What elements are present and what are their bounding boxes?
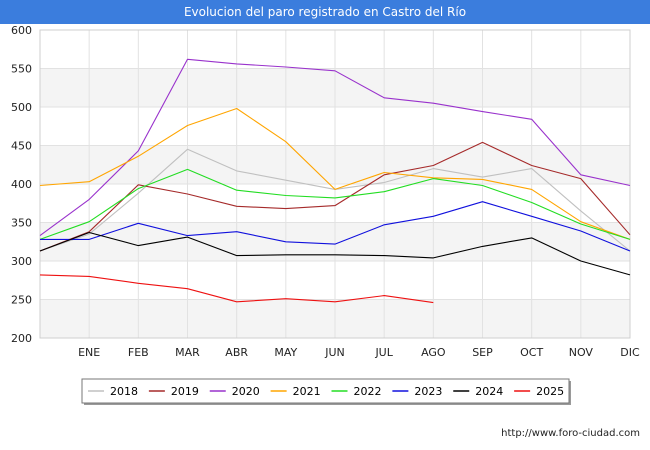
y-tick-label: 500 — [11, 101, 32, 114]
y-tick-label: 550 — [11, 63, 32, 76]
x-tick-label: NOV — [569, 346, 594, 359]
y-tick-label: 600 — [11, 24, 32, 37]
x-tick-label: JUN — [324, 346, 345, 359]
legend-label-2021: 2021 — [293, 385, 321, 398]
plot-border — [39, 29, 631, 339]
series-line-2022 — [39, 168, 631, 240]
legend-label-2023: 2023 — [414, 385, 442, 398]
series-line-2020 — [39, 58, 631, 237]
y-tick-labels: 200 250 300 350 400 450 500 550 600 — [11, 24, 32, 345]
x-tick-label: ENE — [78, 346, 100, 359]
x-tick-label: ABR — [225, 346, 248, 359]
x-tick-label: MAY — [274, 346, 297, 359]
x-tick-labels: ENE FEB MAR ABR MAY JUN JUL AGO SEP OCT NOV DIC — [78, 346, 640, 359]
legend-label-2018: 2018 — [110, 385, 138, 398]
y-tick-label: 300 — [11, 255, 32, 268]
legend-label-2019: 2019 — [171, 385, 199, 398]
y-tick-label: 400 — [11, 178, 32, 191]
x-tick-label: AGO — [421, 346, 446, 359]
y-tick-label: 250 — [11, 294, 32, 307]
chart-title: Evolucion del paro registrado en Castro … — [0, 0, 650, 24]
x-tick-label: OCT — [520, 346, 543, 359]
series-line-2021 — [39, 107, 631, 240]
series-line-2024 — [39, 231, 631, 276]
y-tick-label: 200 — [11, 332, 32, 345]
y-tick-label: 450 — [11, 140, 32, 153]
legend-label-2024: 2024 — [475, 385, 503, 398]
x-tick-label: FEB — [128, 346, 149, 359]
x-tick-label: MAR — [175, 346, 200, 359]
series-line-2025 — [39, 274, 434, 304]
legend: 2018 2019 2020 2021 2022 2023 2024 2025 — [81, 378, 571, 405]
x-tick-label: DIC — [620, 346, 640, 359]
series-lines — [39, 58, 631, 304]
x-tick-label: JUL — [374, 346, 393, 359]
legend-label-2022: 2022 — [354, 385, 382, 398]
y-tick-label: 350 — [11, 217, 32, 230]
x-tick-label: SEP — [472, 346, 493, 359]
series-line-2023 — [40, 201, 631, 252]
source-watermark: http://www.foro-ciudad.com — [501, 428, 640, 439]
series-line-2019 — [39, 141, 631, 252]
legend-label-2020: 2020 — [232, 385, 260, 398]
legend-label-2025: 2025 — [536, 385, 564, 398]
grid-lines — [39, 29, 631, 339]
